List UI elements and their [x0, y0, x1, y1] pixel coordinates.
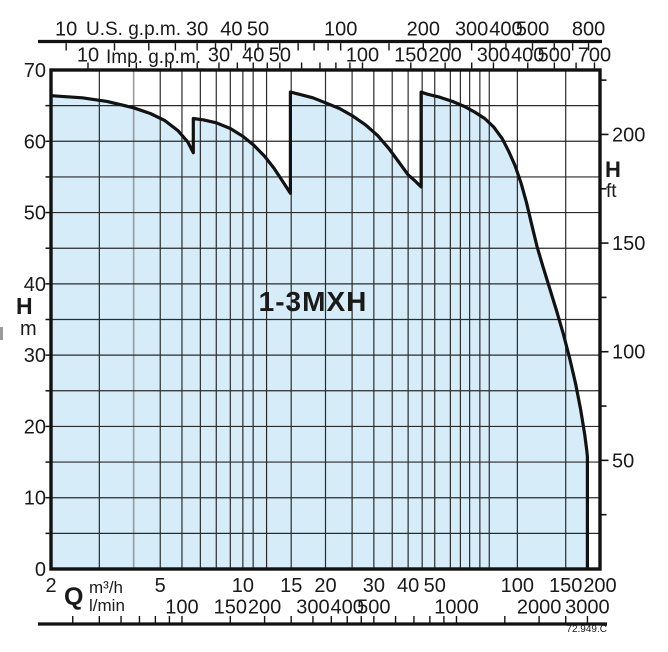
head-axis-label-m: H	[16, 293, 33, 319]
left-axis-m: 0 10 20 30 40 50 60 70	[24, 60, 51, 581]
svg-text:2000: 2000	[517, 597, 562, 619]
feet-unit-label: ft	[606, 181, 617, 202]
svg-text:40: 40	[397, 575, 419, 597]
m3h-scale: 2 5 10 15 20 30 40 50 100 150 200	[45, 575, 616, 597]
page-edge-artifact	[0, 327, 3, 340]
svg-text:700: 700	[578, 45, 611, 67]
svg-text:200: 200	[612, 124, 645, 146]
svg-text:150: 150	[612, 233, 645, 255]
svg-text:200: 200	[583, 575, 616, 597]
svg-text:30: 30	[208, 45, 230, 67]
svg-text:5: 5	[155, 575, 166, 597]
imp-gpm-axis-label: Imp. g.p.m.	[106, 47, 202, 68]
svg-text:400: 400	[489, 19, 522, 41]
svg-text:15: 15	[280, 575, 302, 597]
series-label: 1-3MXH	[258, 286, 368, 317]
svg-text:50: 50	[247, 19, 269, 41]
coverage-envelope-curve	[49, 90, 589, 571]
svg-text:100: 100	[612, 342, 645, 364]
svg-text:10: 10	[55, 19, 77, 41]
svg-text:150: 150	[214, 597, 247, 619]
svg-text:10: 10	[24, 488, 46, 510]
svg-text:50: 50	[612, 450, 634, 472]
svg-text:100: 100	[165, 597, 198, 619]
svg-text:500: 500	[538, 45, 571, 67]
svg-text:20: 20	[24, 416, 46, 438]
svg-text:100: 100	[346, 45, 379, 67]
svg-text:70: 70	[24, 60, 46, 82]
svg-text:50: 50	[24, 203, 46, 225]
svg-text:100: 100	[501, 575, 534, 597]
svg-text:30: 30	[24, 345, 46, 367]
coverage-area-fill	[51, 92, 588, 569]
right-axis-ft: 50 100 150 200	[600, 79, 645, 516]
svg-text:40: 40	[220, 19, 242, 41]
svg-text:50: 50	[269, 45, 291, 67]
svg-text:400: 400	[331, 597, 364, 619]
svg-text:40: 40	[242, 45, 264, 67]
svg-text:2: 2	[45, 575, 56, 597]
svg-text:10: 10	[77, 45, 99, 67]
svg-text:300: 300	[296, 597, 329, 619]
lmin-unit-label: l/min	[89, 596, 125, 615]
svg-text:500: 500	[516, 19, 549, 41]
svg-text:300: 300	[455, 19, 488, 41]
m3h-unit-label: m³/h	[89, 578, 123, 597]
us-gpm-axis-label: U.S. g.p.m.	[86, 19, 182, 40]
head-axis-label-ft: H	[605, 157, 621, 182]
svg-text:20: 20	[314, 575, 336, 597]
svg-text:100: 100	[324, 19, 357, 41]
meter-unit-label: m	[20, 318, 37, 340]
svg-text:200: 200	[248, 597, 281, 619]
svg-text:10: 10	[232, 575, 254, 597]
svg-text:150: 150	[549, 575, 582, 597]
svg-text:30: 30	[363, 575, 385, 597]
svg-text:3000: 3000	[565, 597, 610, 619]
svg-text:50: 50	[424, 575, 446, 597]
svg-text:0: 0	[35, 559, 46, 581]
grid-horizontal	[51, 105, 600, 534]
svg-text:800: 800	[572, 19, 605, 41]
svg-text:500: 500	[357, 597, 390, 619]
svg-text:60: 60	[24, 131, 46, 153]
svg-text:200: 200	[428, 45, 461, 67]
svg-text:30: 30	[186, 19, 208, 41]
svg-text:400: 400	[511, 45, 544, 67]
svg-text:1000: 1000	[434, 597, 479, 619]
svg-text:150: 150	[394, 45, 427, 67]
svg-text:300: 300	[477, 45, 510, 67]
flow-axis-label: Q	[64, 583, 84, 611]
document-code: 72.949.C	[566, 624, 607, 635]
svg-text:200: 200	[407, 19, 440, 41]
svg-text:40: 40	[24, 274, 46, 296]
